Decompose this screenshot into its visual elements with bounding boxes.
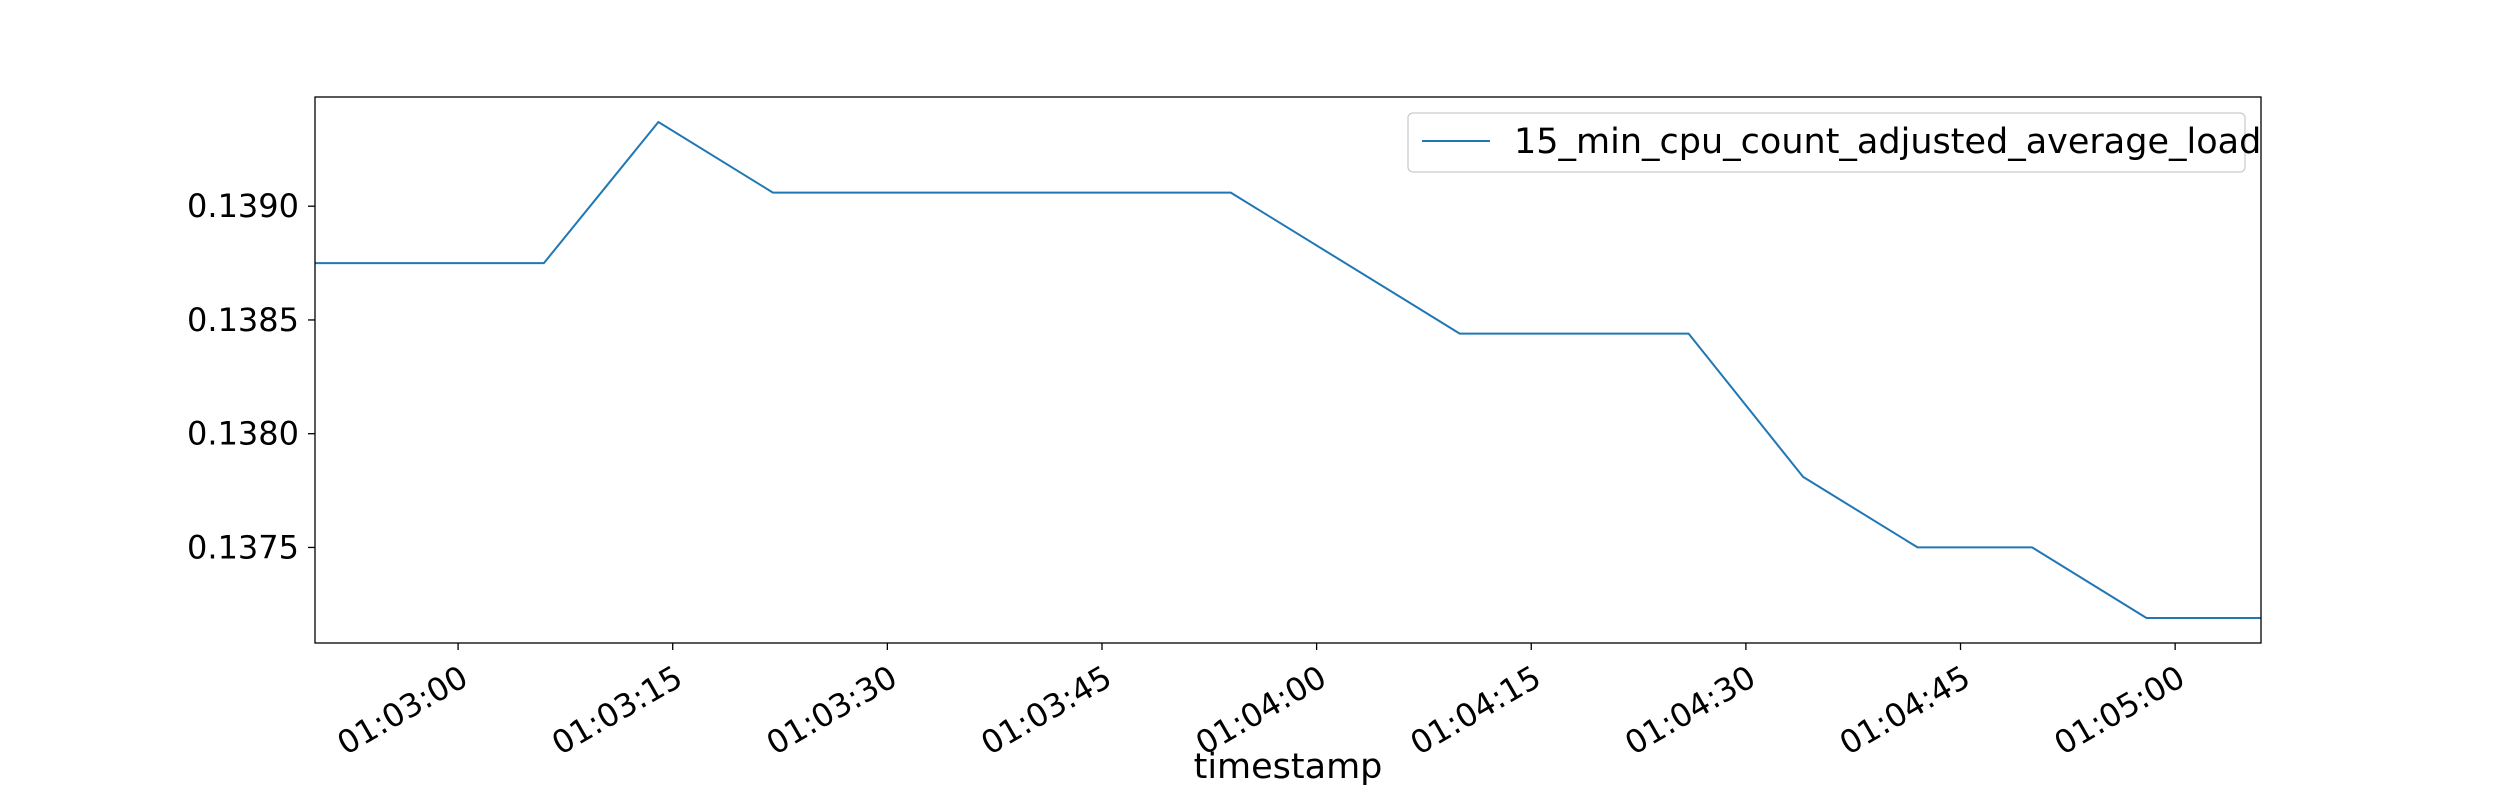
y-axis: 0.1375 0.1380 0.1385 0.1390 <box>187 187 315 566</box>
y-tick-label-2: 0.1385 <box>187 301 299 339</box>
legend-box <box>1407 112 2246 173</box>
plot-frame <box>314 96 2262 644</box>
plot-area <box>315 97 2261 643</box>
series-layer <box>315 121 2261 619</box>
series-line-0 <box>315 121 2261 619</box>
x-axis-label: timestamp <box>1194 747 1383 787</box>
y-tick-label-3: 0.1390 <box>187 187 299 225</box>
legend: 15_min_cpu_count_adjusted_average_load <box>1407 112 2261 173</box>
y-tick-label-0: 0.1375 <box>187 528 299 566</box>
y-tick-label-1: 0.1380 <box>187 415 299 453</box>
legend-label: 15_min_cpu_count_adjusted_average_load <box>1514 122 2261 162</box>
